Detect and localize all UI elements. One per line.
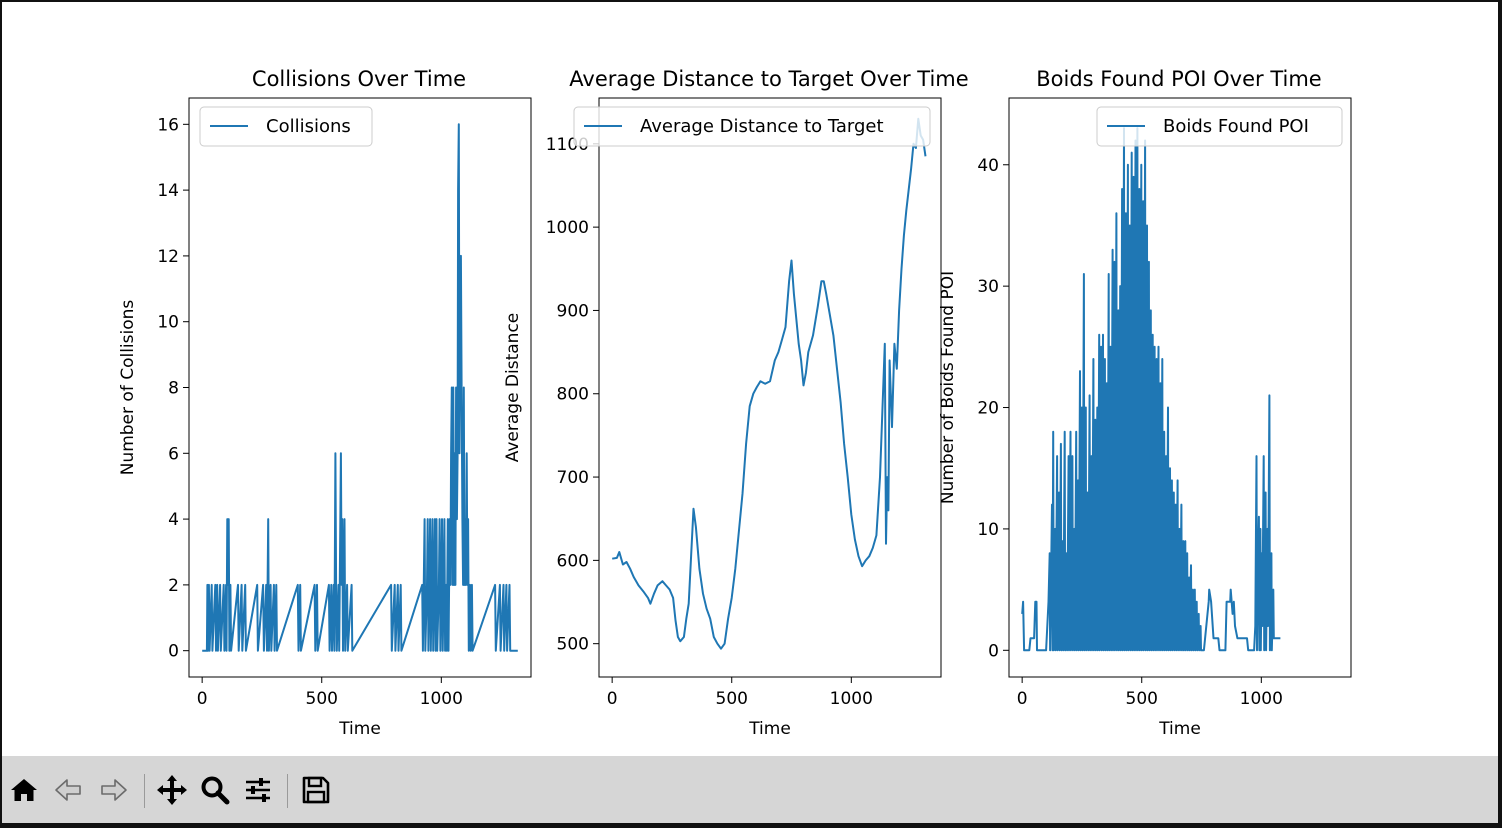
legend-label: Collisions [266,116,351,137]
y-tick-label: 16 [157,115,179,135]
x-tick-label: 0 [197,689,208,709]
y-axis-label: Average Distance [503,313,523,463]
y-tick-label: 14 [157,181,179,201]
legend-frame [573,106,931,147]
zoom-button[interactable] [197,772,233,808]
sliders-icon [246,778,270,802]
x-axis-label: Time [748,719,791,739]
legend: Boids Found POI [1096,106,1343,147]
x-tick-label: 1000 [1240,689,1283,709]
y-tick-label: 40 [977,156,999,176]
y-tick-label: 700 [557,468,589,488]
configure-subplots-button[interactable] [240,772,276,808]
forward-button[interactable] [96,772,132,808]
y-tick-label: 800 [557,385,589,405]
back-button[interactable] [50,772,86,808]
series-line [612,117,927,650]
y-tick-label: 6 [168,444,179,464]
y-tick-label: 0 [988,641,999,661]
y-tick-label: 0 [168,642,179,662]
x-axis-label: Time [1158,719,1201,739]
y-tick-label: 30 [977,277,999,297]
y-axis-label: Number of Collisions [118,300,138,476]
axes-frame [1008,97,1352,678]
y-tick-label: 1000 [546,218,589,238]
series-line [202,123,518,652]
x-tick-label: 0 [1017,689,1028,709]
x-tick-label: 500 [306,689,338,709]
y-tick-label: 20 [977,399,999,419]
x-tick-label: 500 [1126,689,1158,709]
x-tick-label: 1000 [830,689,873,709]
chart-title: Average Distance to Target Over Time [569,67,968,91]
x-axis-label: Time [338,719,381,739]
legend: Average Distance to Target [573,106,931,147]
y-tick-label: 12 [157,247,179,267]
home-icon [11,779,37,801]
y-axis-label: Number of Boids Found POI [938,271,958,504]
toolbar-separator [287,774,288,808]
y-tick-label: 500 [557,635,589,655]
arrow-left-icon [55,779,81,801]
x-tick-label: 1000 [420,689,463,709]
subplot-3: 0 500 1000 0 10 20 30 40 Time Number of Boids Fou… [938,67,1352,739]
axes-frame [598,97,942,678]
arrow-right-icon [101,779,127,801]
legend-frame [199,106,373,147]
move-icon [157,775,187,805]
chart-title: Boids Found POI Over Time [1036,67,1321,91]
y-tick-label: 8 [168,379,179,399]
y-tick-label: 2 [168,576,179,596]
toolbar-separator [144,774,145,808]
y-tick-label: 600 [557,551,589,571]
save-button[interactable] [298,772,334,808]
subplot-1: 0 500 1000 0 2 4 6 8 10 12 14 16 Time Number of Colli… [118,67,532,739]
legend-label: Boids Found POI [1163,116,1309,137]
y-tick-label: 10 [157,313,179,333]
legend-frame [1096,106,1343,147]
axes-frame [188,97,532,678]
chart-title: Collisions Over Time [252,67,466,91]
x-tick-label: 0 [607,689,618,709]
home-button[interactable] [6,772,42,808]
series-line [1021,127,1281,652]
legend: Collisions [199,106,373,147]
x-tick-label: 500 [716,689,748,709]
floppy-disk-icon [302,776,330,804]
subplot-2: 0 500 100050060070080090010001100TimeAvera… [503,67,969,739]
pan-button[interactable] [154,772,190,808]
navigation-toolbar [2,756,1498,823]
legend-label: Average Distance to Target [640,116,884,137]
magnifier-icon [201,776,230,805]
y-tick-label: 900 [557,301,589,321]
y-tick-label: 4 [168,510,179,530]
y-tick-label: 10 [977,520,999,540]
